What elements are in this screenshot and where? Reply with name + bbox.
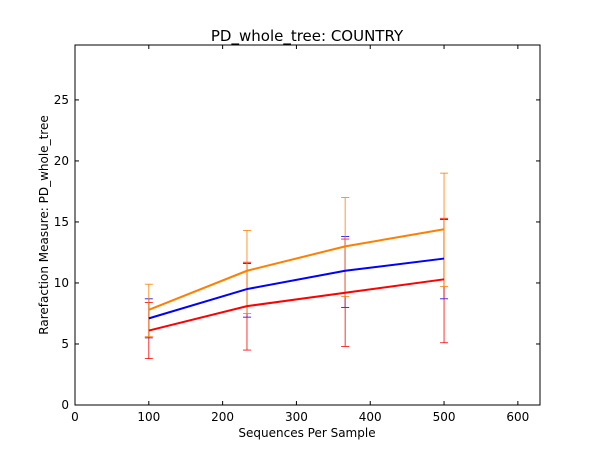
x-tick-label-4: 400	[359, 410, 382, 424]
x-tick-label-6: 600	[506, 410, 529, 424]
x-tick-label-3: 300	[285, 410, 308, 424]
y-tick-label-5: 25	[54, 93, 69, 107]
chart-title: PD_whole_tree: COUNTRY	[211, 27, 404, 46]
series-line-0	[148, 257, 445, 320]
y-tick-label-4: 20	[54, 154, 69, 168]
y-tick-label-3: 15	[54, 215, 69, 229]
x-axis-label: Sequences Per Sample	[238, 426, 375, 440]
y-tick-label-1: 5	[61, 337, 69, 351]
x-tick-label-1: 100	[137, 410, 160, 424]
x-tick-label-2: 200	[211, 410, 234, 424]
y-axis-label: Rarefaction Measure: PD_whole_tree	[37, 115, 51, 334]
plot-area: 0 100 200 300 400 500 600 0 5 10 15 20 25	[54, 44, 541, 424]
y-tick-label-2: 10	[54, 276, 69, 290]
series-line-2	[148, 228, 445, 311]
plot-frame	[74, 44, 541, 406]
series-line-1	[148, 278, 445, 332]
x-tick-label-5: 500	[433, 410, 456, 424]
y-tick-label-0: 0	[61, 398, 69, 412]
x-tick-label-0: 0	[71, 410, 79, 424]
